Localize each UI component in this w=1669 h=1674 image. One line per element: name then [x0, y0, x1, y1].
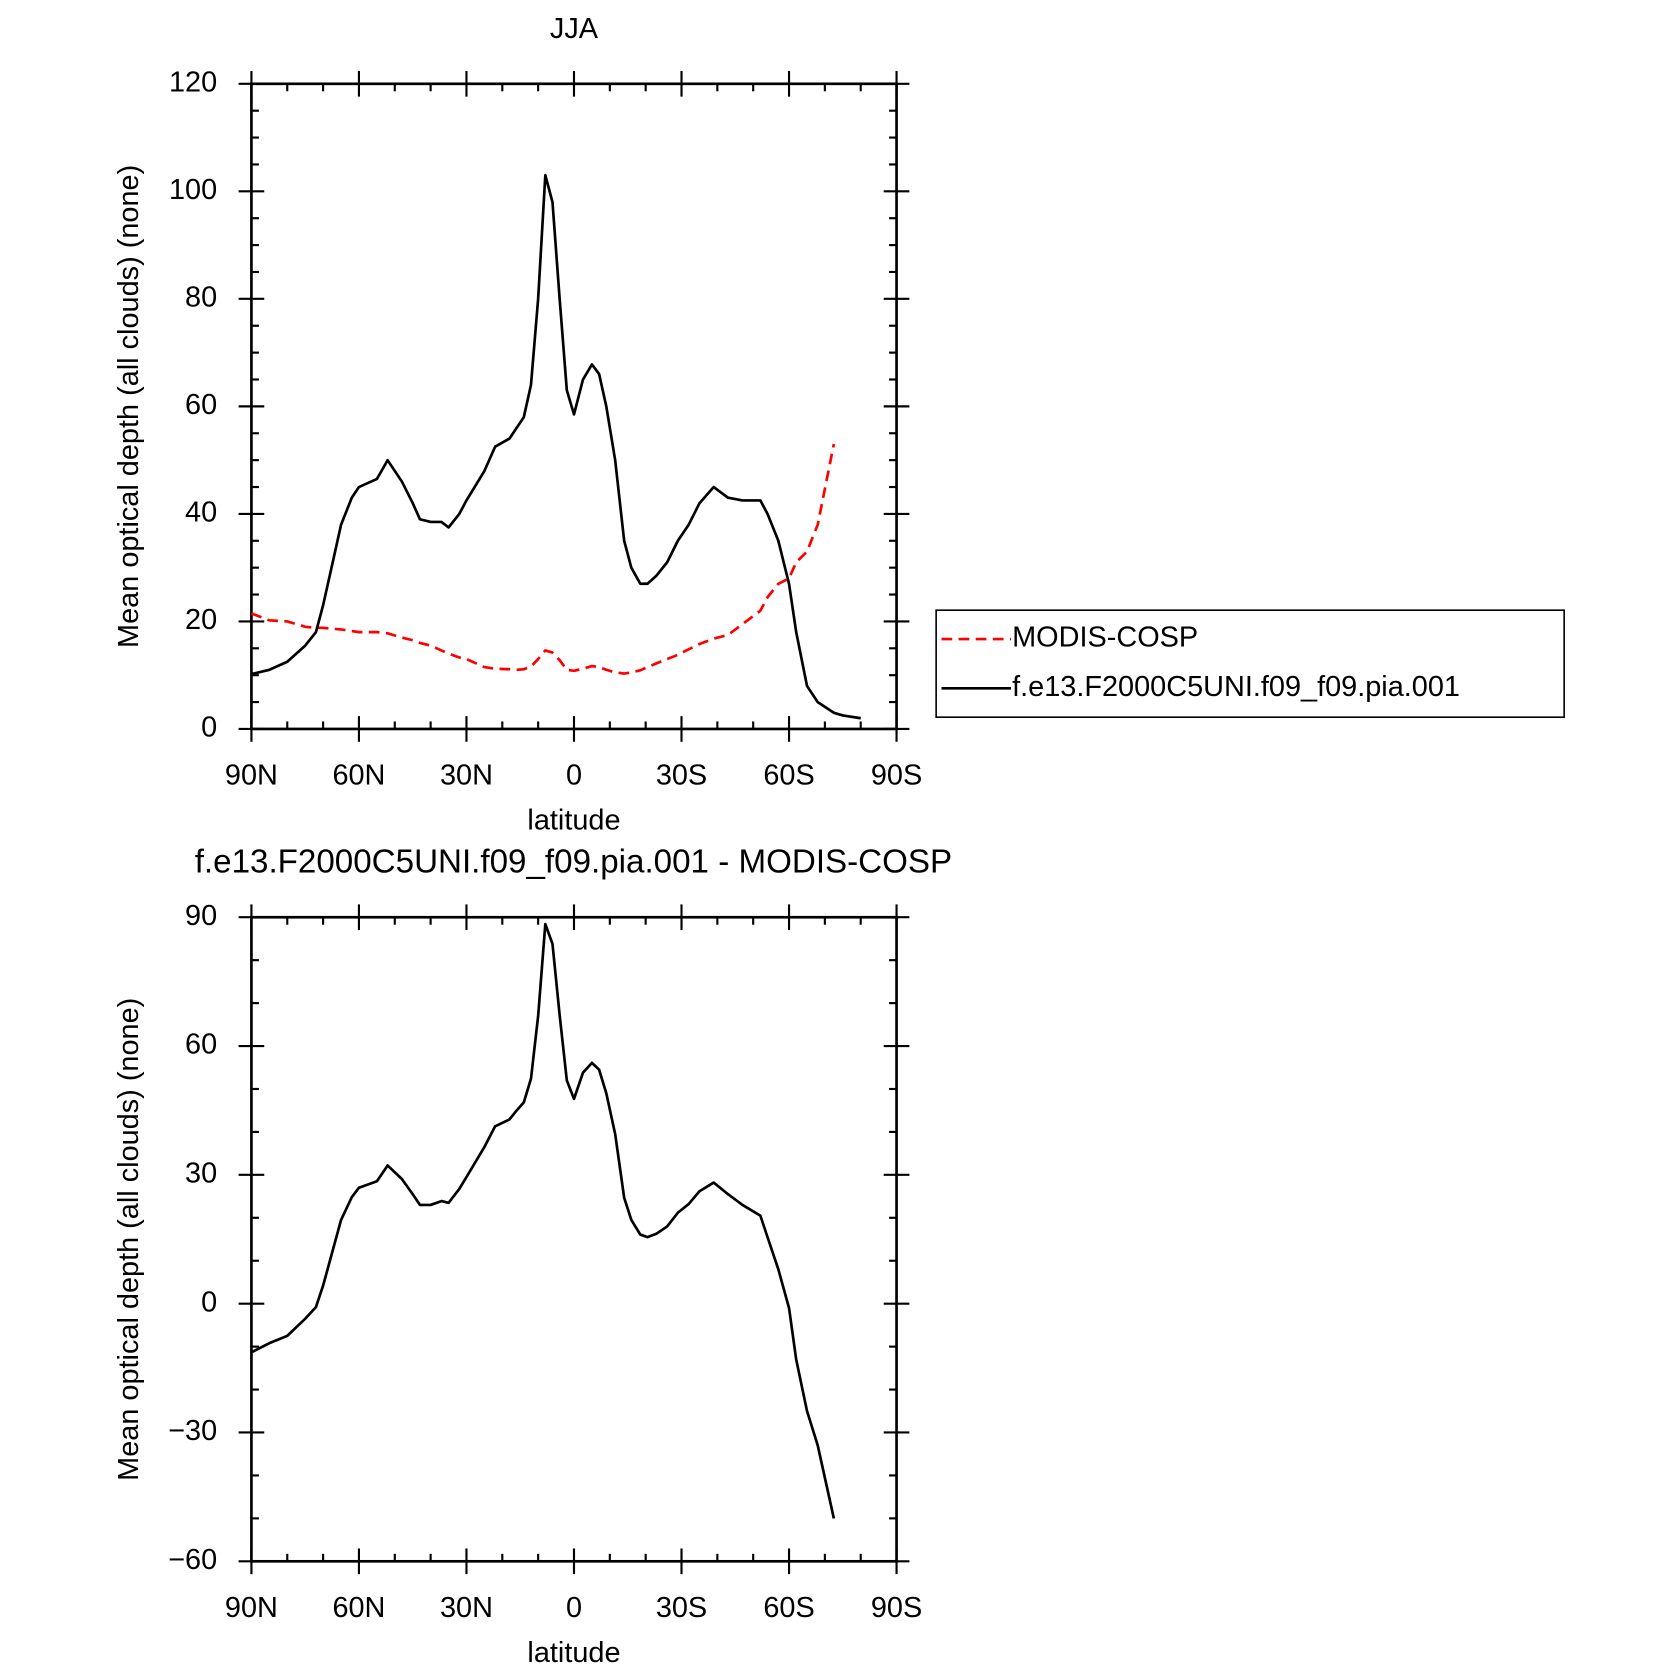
data-line — [250, 922, 836, 1519]
x-tick-label: 0 — [566, 1592, 582, 1624]
y-tick-label: 120 — [169, 66, 217, 98]
y-axis-label: Mean optical depth (all clouds) (none) — [113, 998, 145, 1481]
y-tick-label: −30 — [168, 1415, 217, 1447]
x-tick-label: 60N — [332, 760, 385, 792]
data-line — [251, 173, 861, 720]
legend-label: MODIS-COSP — [1012, 622, 1198, 654]
y-tick-label: 40 — [185, 497, 217, 529]
y-tick-label: 60 — [185, 389, 217, 421]
x-axis-label: latitude — [527, 1637, 620, 1669]
x-tick-label: 90S — [871, 760, 922, 792]
data-line — [250, 443, 836, 675]
x-tick-label: 90N — [225, 760, 278, 792]
x-tick-label: 60S — [763, 760, 814, 792]
legend-box — [935, 609, 1565, 718]
y-tick-label: 90 — [185, 900, 217, 932]
x-tick-label: 30S — [656, 760, 707, 792]
plot-frame — [250, 915, 898, 1563]
y-tick-label: 80 — [185, 281, 217, 313]
y-tick-label: −60 — [168, 1544, 217, 1576]
y-tick-label: 100 — [169, 174, 217, 206]
x-axis-label: latitude — [527, 805, 620, 837]
y-tick-label: 20 — [185, 604, 217, 636]
x-tick-label: 30N — [440, 1592, 493, 1624]
y-axis-label: Mean optical depth (all clouds) (none) — [113, 165, 145, 648]
chart-title: f.e13.F2000C5UNI.f09_f09.pia.001 - MODIS… — [195, 844, 952, 881]
chart-title: JJA — [550, 13, 599, 45]
x-tick-label: 30N — [440, 760, 493, 792]
x-tick-label: 30S — [656, 1592, 707, 1624]
x-tick-label: 60S — [763, 1592, 814, 1624]
legend-label: f.e13.F2000C5UNI.f09_f09.pia.001 — [1012, 671, 1460, 703]
y-tick-label: 60 — [185, 1029, 217, 1061]
x-tick-label: 60N — [332, 1592, 385, 1624]
x-tick-label: 90S — [871, 1592, 922, 1624]
plot-frame — [250, 82, 898, 731]
y-tick-label: 30 — [185, 1157, 217, 1189]
x-tick-label: 90N — [225, 1592, 278, 1624]
y-tick-label: 0 — [201, 1286, 217, 1318]
y-tick-label: 0 — [201, 712, 217, 744]
x-tick-label: 0 — [566, 760, 582, 792]
